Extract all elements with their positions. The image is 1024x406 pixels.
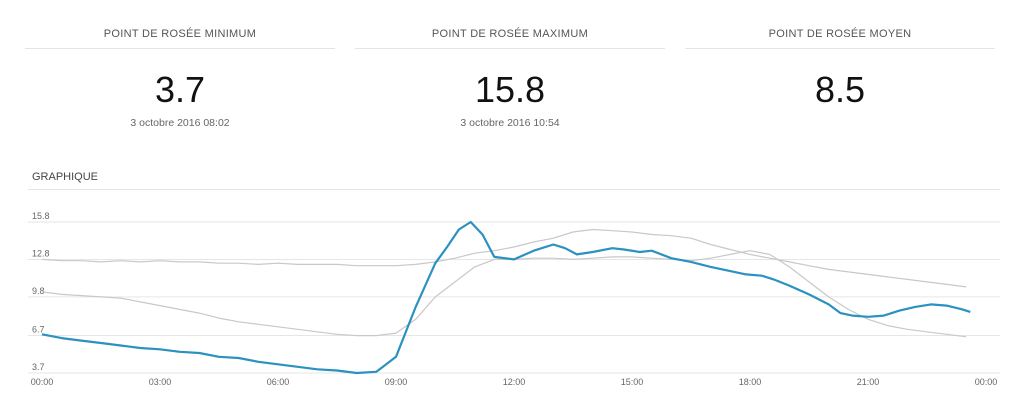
stat-maximum-label: POINT DE ROSÉE MAXIMUM <box>355 28 665 49</box>
dew-point-chart: 3.7 6.7 9.8 12.8 15.8 00:00 03:00 06:00 09:00 12:… <box>28 211 1000 387</box>
stat-minimum-value: 3.7 <box>154 69 206 110</box>
stat-minimum: POINT DE ROSÉE MINIMUM 3.7 3 octobre 201… <box>25 28 335 130</box>
stat-maximum: POINT DE ROSÉE MAXIMUM 15.8 3 octobre 20… <box>355 28 665 130</box>
x-tick-label: 12:00 <box>503 377 526 387</box>
series-line-main <box>41 220 971 375</box>
x-tick-label: 06:00 <box>267 377 290 387</box>
x-tick-label: 09:00 <box>385 377 408 387</box>
series-line-reference <box>41 228 967 288</box>
stat-minimum-label: POINT DE ROSÉE MINIMUM <box>25 28 335 49</box>
stat-maximum-date: 3 octobre 2016 10:54 <box>460 117 560 129</box>
stat-average-value: 8.5 <box>814 69 866 110</box>
chart-section-title: GRAPHIQUE <box>32 171 99 183</box>
stat-minimum-date: 3 octobre 2016 08:02 <box>130 117 230 129</box>
x-tick-label: 21:00 <box>857 377 880 387</box>
series-line-reference <box>41 250 967 338</box>
y-tick-label: 6.7 <box>32 325 45 335</box>
y-tick-label: 9.8 <box>32 286 45 296</box>
x-tick-label: 03:00 <box>149 377 172 387</box>
stat-average: POINT DE ROSÉE MOYEN 8.5 <box>685 28 995 130</box>
x-tick-label: 00:00 <box>975 377 998 387</box>
stat-maximum-value: 15.8 <box>474 69 546 110</box>
x-tick-label: 18:00 <box>739 377 762 387</box>
y-tick-label: 15.8 <box>32 211 50 221</box>
x-tick-label: 15:00 <box>621 377 644 387</box>
stat-average-label: POINT DE ROSÉE MOYEN <box>685 28 995 49</box>
stat-average-date <box>685 117 995 130</box>
y-tick-label: 3.7 <box>32 362 45 372</box>
x-tick-label: 00:00 <box>31 377 54 387</box>
y-tick-label: 12.8 <box>32 248 50 258</box>
section-divider <box>28 189 1000 190</box>
